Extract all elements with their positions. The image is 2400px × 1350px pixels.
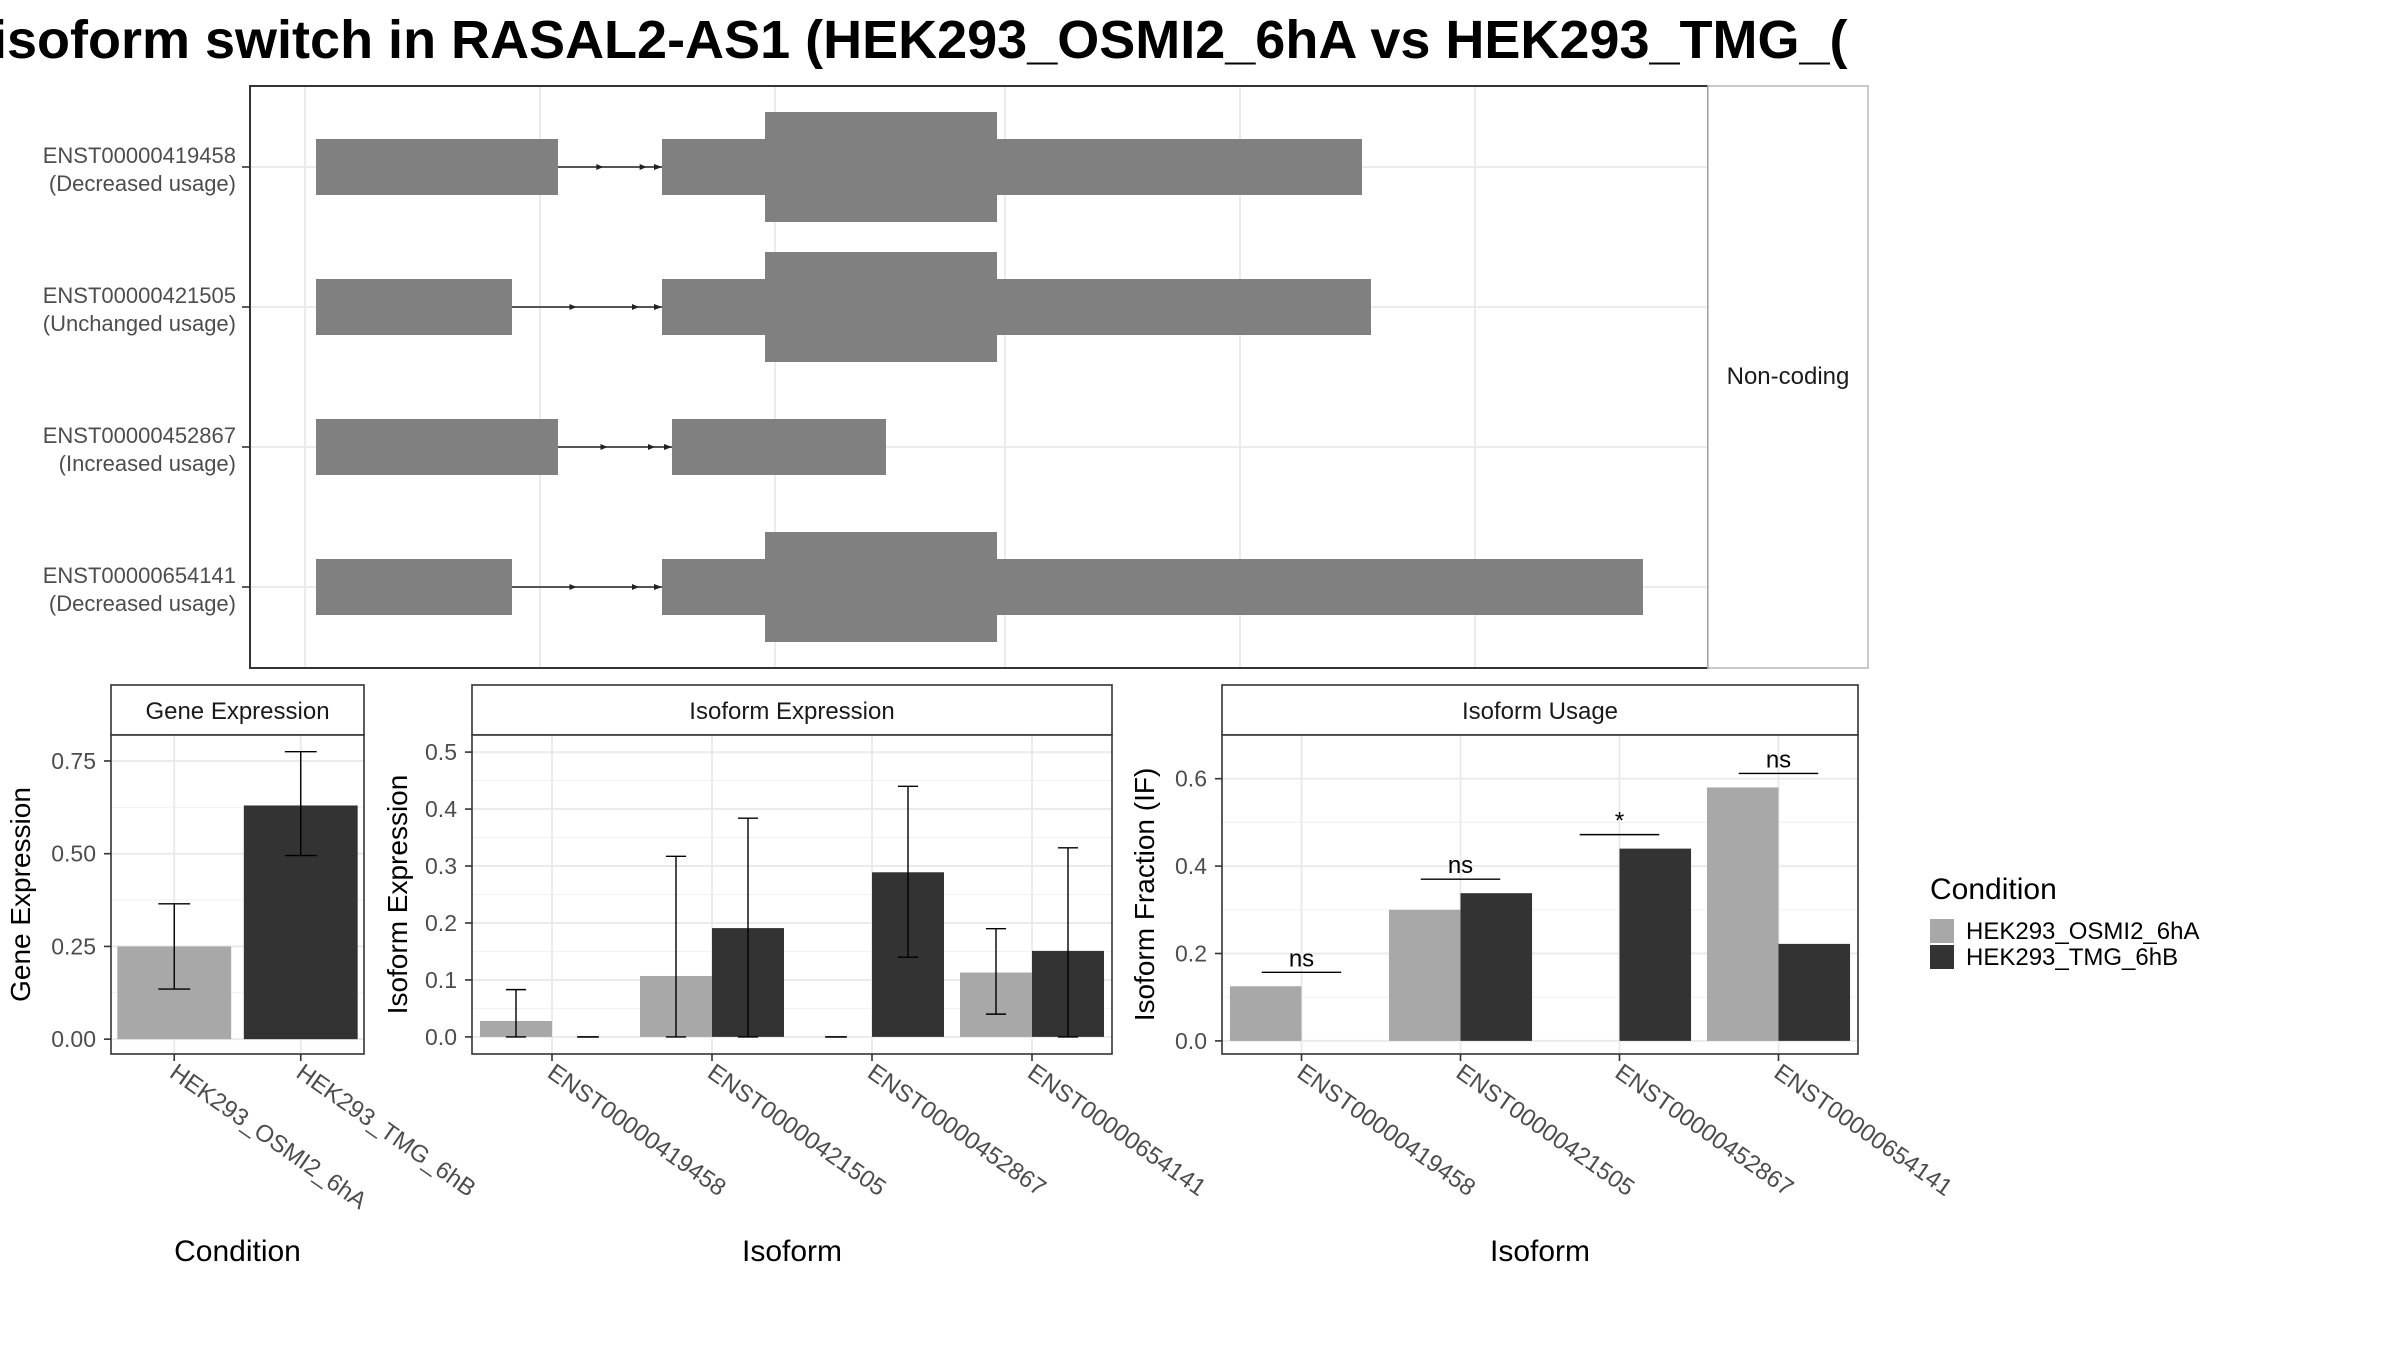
y-tick-label: 0.6 — [1175, 766, 1207, 792]
transcript-usage-label: (Increased usage) — [59, 451, 236, 476]
y-tick-label: 0.2 — [1175, 940, 1207, 966]
legend-entry-label: HEK293_TMG_6hB — [1966, 944, 2178, 971]
y-axis-title: Isoform Fraction (IF) — [1129, 768, 1160, 1022]
data-bar — [1460, 893, 1533, 1041]
isoform-usage-panel: Isoform Usagensns*ns0.00.20.40.6ENST0000… — [1129, 684, 1957, 1268]
transcript-usage-label: (Unchanged usage) — [43, 311, 236, 336]
panel-strip — [1221, 684, 1859, 736]
y-tick-label: 0.00 — [51, 1026, 96, 1052]
exon-block-wide — [765, 532, 997, 642]
legend-swatch — [1930, 919, 1954, 943]
figure-title: isoform switch in RASAL2-AS1 (HEK293_OSM… — [0, 10, 1848, 70]
y-tick-label: 0.2 — [425, 910, 457, 936]
panel-border — [1221, 734, 1859, 1055]
panel-strip — [110, 684, 365, 736]
y-tick-label: 0.25 — [51, 933, 96, 959]
intron-arrow — [632, 584, 639, 590]
intron-arrow — [654, 304, 662, 310]
transcript-id-label: ENST00000419458 — [43, 143, 236, 168]
intron-arrow — [600, 444, 608, 450]
panel-strip-title: Gene Expression — [145, 698, 329, 725]
x-tick-label: ENST00000654141 — [1023, 1059, 1211, 1202]
transcript-id-label: ENST00000452867 — [43, 423, 236, 448]
y-tick-label: 0.4 — [425, 796, 457, 822]
panel-strip-title: Isoform Expression — [689, 698, 894, 725]
intron-arrow — [654, 164, 662, 170]
transcript-usage-label: (Decreased usage) — [49, 171, 236, 196]
intron-arrow — [654, 584, 662, 590]
significance-label: * — [1615, 808, 1624, 835]
facet-strip — [1707, 85, 1869, 669]
exon-block — [316, 139, 558, 195]
x-axis-title: Condition — [174, 1235, 301, 1268]
data-bar — [1778, 943, 1851, 1041]
panel-strip — [471, 684, 1113, 736]
y-axis-title: Gene Expression — [5, 787, 36, 1002]
transcript-id-label: ENST00000421505 — [43, 283, 236, 308]
exon-block-wide — [765, 112, 997, 222]
exon-block — [316, 279, 512, 335]
data-bar — [1229, 986, 1302, 1041]
panel-border — [110, 734, 365, 1055]
y-tick-label: 0.4 — [1175, 853, 1207, 879]
intron-arrow — [569, 584, 577, 590]
intron-arrow — [639, 164, 647, 170]
data-bar — [1388, 909, 1461, 1041]
y-axis-title: Isoform Expression — [382, 775, 413, 1015]
intron-arrow — [569, 304, 577, 310]
exon-block — [672, 419, 886, 475]
y-tick-label: 0.3 — [425, 853, 457, 879]
panel-border — [471, 734, 1113, 1055]
transcript-structure-panel: ENST00000419458 (Decreased usage) ENST0000… — [43, 85, 1869, 669]
transcript-usage-label: (Decreased usage) — [49, 591, 236, 616]
isoform-expression-panel: Isoform Expression 0.0 0.1 0.2 0.3 0.4 0.5 ENST… — [382, 684, 1211, 1268]
data-bar — [1706, 787, 1779, 1041]
exon-block — [316, 419, 558, 475]
legend-entry-label: HEK293_OSMI2_6hA — [1966, 918, 2199, 945]
significance-label: ns — [1766, 746, 1791, 773]
legend-title: Condition — [1930, 873, 2057, 906]
significance-label: ns — [1448, 852, 1473, 879]
y-tick-label: 0.75 — [51, 748, 96, 774]
intron-arrow — [596, 164, 604, 170]
legend-swatch — [1930, 945, 1954, 969]
transcript-id-label: ENST00000654141 — [43, 563, 236, 588]
x-axis-title: Isoform — [1490, 1235, 1590, 1268]
exon-block — [316, 559, 512, 615]
y-tick-label: 0.1 — [425, 967, 457, 993]
x-axis-title: Isoform — [742, 1235, 842, 1268]
y-tick-label: 0.50 — [51, 841, 96, 867]
panel-strip-title: Isoform Usage — [1462, 698, 1618, 725]
significance-label: ns — [1289, 945, 1314, 972]
data-bar — [1619, 848, 1692, 1041]
intron-arrow — [648, 444, 655, 450]
y-tick-label: 0.0 — [1175, 1028, 1207, 1054]
exon-block-wide — [765, 252, 997, 362]
y-tick-label: 0.5 — [425, 739, 457, 765]
y-tick-label: 0.0 — [425, 1024, 457, 1050]
intron-arrow — [632, 304, 639, 310]
facet-strip-label: Non-coding — [1727, 363, 1850, 390]
intron-arrow — [664, 444, 672, 450]
